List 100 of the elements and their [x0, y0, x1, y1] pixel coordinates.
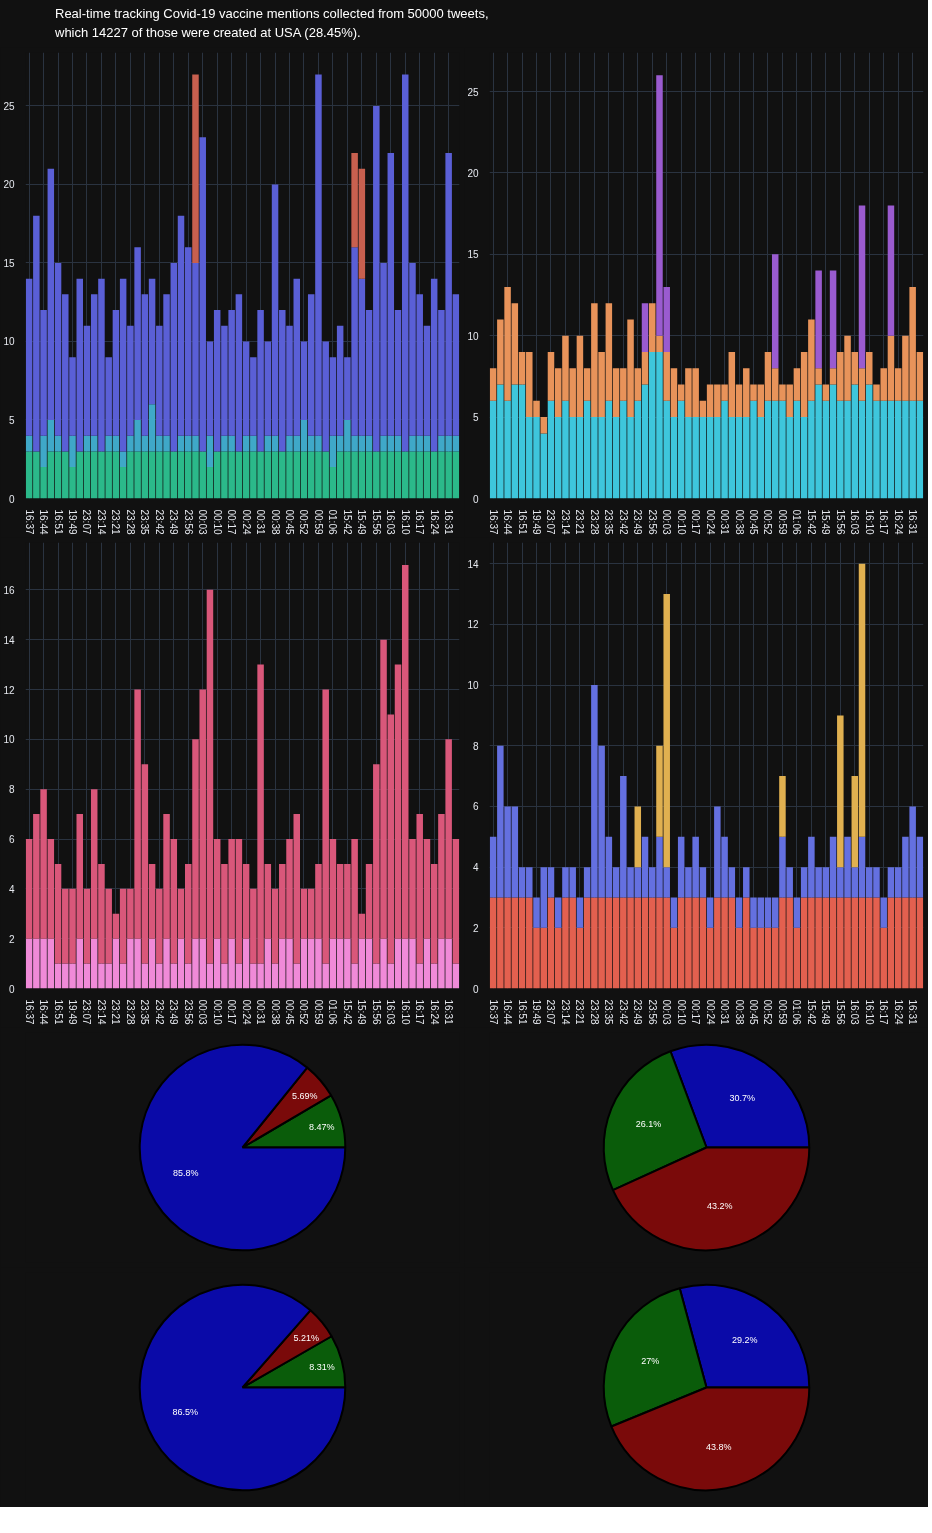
x-tick-label: 00:31: [719, 999, 731, 1026]
x-tick-label: 23:21: [110, 509, 122, 536]
x-tick-label: 23:49: [168, 999, 180, 1026]
y-tick-label: 4: [8, 883, 15, 895]
x-tick-label: 00:03: [661, 999, 673, 1026]
data-label: 30.7%: [729, 1093, 756, 1104]
x-tick-label: 16:31: [443, 509, 455, 536]
x-tick-label: 23:21: [574, 509, 586, 536]
x-tick-label: 16:24: [428, 999, 440, 1026]
x-tick-label: 16:03: [849, 999, 861, 1026]
x-tick-label: 15:49: [356, 999, 368, 1026]
x-tick-label: 23:42: [617, 509, 629, 536]
x-tick-label: 00:52: [762, 509, 774, 536]
data-label: 85.8%: [173, 1168, 199, 1179]
x-tick-label: 16:37: [487, 999, 499, 1026]
x-tick-label: 00:03: [197, 999, 209, 1026]
x-tick-label: 19:49: [67, 509, 79, 536]
x-tick-label: 00:10: [675, 509, 687, 536]
y-tick-label: 20: [3, 179, 15, 191]
x-tick-label: 23:28: [124, 999, 136, 1026]
x-tick-label: 00:59: [776, 509, 788, 536]
data-label: 8.47%: [309, 1121, 335, 1132]
x-tick-label: 16:17: [878, 999, 890, 1026]
x-tick-label: 23:28: [588, 509, 600, 536]
data-label: 5.21%: [293, 1332, 319, 1343]
y-tick-label: 25: [467, 86, 479, 98]
data-label: 43.2%: [707, 1201, 733, 1212]
x-tick-label: 23:07: [81, 509, 93, 536]
x-tick-label: 16:24: [892, 509, 904, 536]
y-tick-label: 5: [472, 412, 479, 424]
y-tick-label: 12: [3, 684, 15, 696]
x-tick-label: 23:49: [632, 509, 644, 536]
x-tick-label: 16:17: [414, 509, 426, 536]
y-tick-label: 0: [472, 983, 479, 995]
x-tick-label: 00:24: [704, 509, 716, 536]
x-tick-label: 16:37: [23, 999, 35, 1026]
x-tick-label: 23:14: [559, 999, 571, 1026]
y-tick-label: 2: [8, 933, 15, 945]
x-tick-label: 00:31: [719, 509, 731, 536]
x-tick-label: 00:31: [255, 999, 267, 1026]
x-tick-label: 00:24: [240, 999, 252, 1026]
y-tick-label: 15: [467, 249, 479, 261]
x-tick-label: 16:44: [38, 999, 50, 1026]
x-tick-label: 23:14: [95, 509, 107, 536]
x-tick-label: 23:28: [124, 509, 136, 536]
y-tick-label: 4: [472, 862, 479, 874]
x-tick-label: 16:17: [878, 509, 890, 536]
x-tick-label: 15:42: [805, 999, 817, 1026]
x-tick-label: 00:38: [269, 999, 281, 1026]
x-tick-label: 16:51: [52, 999, 64, 1026]
x-tick-label: 23:35: [139, 509, 151, 536]
x-tick-label: 23:56: [646, 999, 658, 1026]
x-tick-label: 16:44: [502, 999, 514, 1026]
y-tick-label: 5: [8, 415, 15, 427]
x-tick-label: 23:35: [603, 509, 615, 536]
x-tick-label: 00:59: [312, 509, 324, 536]
x-tick-label: 23:28: [588, 999, 600, 1026]
x-tick-label: 00:38: [733, 509, 745, 536]
x-tick-label: 15:56: [370, 999, 382, 1026]
x-tick-label: 15:49: [820, 999, 832, 1026]
y-tick-label: 2: [472, 922, 479, 934]
x-tick-label: 23:14: [95, 999, 107, 1026]
x-tick-label: 00:24: [704, 999, 716, 1026]
y-tick-label: 16: [3, 584, 15, 596]
data-label: 5.69%: [292, 1091, 318, 1102]
x-tick-label: 23:07: [81, 999, 93, 1026]
x-tick-label: 01:06: [791, 999, 803, 1026]
x-tick-label: 01:06: [791, 509, 803, 536]
x-tick-label: 00:45: [748, 999, 760, 1026]
y-tick-label: 10: [467, 680, 479, 692]
y-tick-label: 0: [8, 983, 15, 995]
x-tick-label: 23:14: [559, 509, 571, 536]
x-tick-label: 16:03: [385, 999, 397, 1026]
x-tick-label: 00:52: [298, 999, 310, 1026]
y-tick-label: 10: [467, 330, 479, 342]
x-tick-label: 16:10: [399, 509, 411, 536]
data-label: 43.8%: [705, 1441, 732, 1452]
y-tick-label: 0: [472, 493, 479, 505]
x-tick-label: 16:24: [428, 509, 440, 536]
x-tick-label: 23:56: [182, 509, 194, 536]
y-tick-label: 0: [8, 493, 15, 505]
x-tick-label: 00:10: [211, 999, 223, 1026]
data-label: 29.2%: [731, 1334, 758, 1345]
x-tick-label: 00:31: [255, 509, 267, 536]
x-tick-label: 01:06: [327, 999, 339, 1026]
data-label: 86.5%: [172, 1407, 199, 1418]
x-tick-label: 16:10: [863, 999, 875, 1026]
x-tick-label: 00:45: [284, 509, 296, 536]
x-tick-label: 16:31: [907, 509, 919, 536]
x-tick-label: 00:24: [240, 509, 252, 536]
x-tick-label: 16:44: [502, 509, 514, 536]
x-tick-label: 23:21: [574, 999, 586, 1026]
y-tick-label: 8: [472, 740, 479, 752]
x-tick-label: 16:37: [23, 509, 35, 536]
x-tick-label: 16:31: [907, 999, 919, 1026]
x-tick-label: 00:52: [762, 999, 774, 1026]
x-tick-label: 16:51: [52, 509, 64, 536]
x-tick-label: 23:07: [545, 509, 557, 536]
x-tick-label: 15:56: [834, 509, 846, 536]
x-tick-label: 00:59: [776, 999, 788, 1026]
